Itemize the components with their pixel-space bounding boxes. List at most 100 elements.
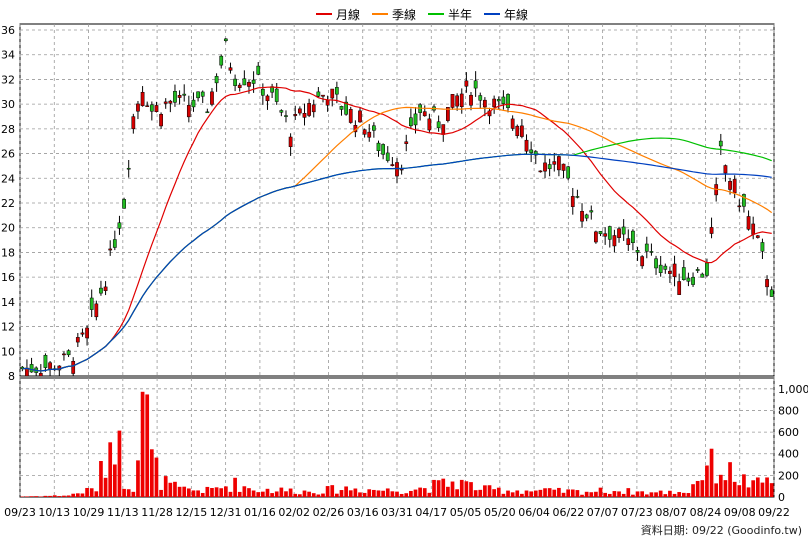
volume-bar: [311, 493, 316, 497]
candle-body: [330, 88, 335, 99]
candle-body: [533, 151, 538, 156]
candle-body: [469, 94, 473, 106]
volume-bar: [473, 490, 478, 497]
volume-bar: [737, 485, 742, 497]
volume-bar: [390, 491, 395, 497]
volume-tick-label: 0: [778, 491, 785, 504]
volume-bar: [621, 493, 626, 497]
date-label: 01/16: [244, 506, 276, 519]
volume-bar: [122, 488, 126, 497]
candle-body: [288, 136, 293, 148]
candle-body: [464, 80, 469, 87]
volume-bar: [353, 488, 358, 497]
candle-body: [108, 248, 113, 251]
candle-body: [242, 78, 247, 86]
candle-body: [751, 223, 756, 235]
candle-body: [325, 99, 330, 106]
volume-bar: [34, 496, 39, 497]
volume-bar: [422, 488, 427, 497]
candle-body: [455, 95, 460, 107]
candle-body: [159, 113, 163, 127]
candle-body: [200, 91, 205, 97]
volume-bar: [612, 491, 617, 497]
price-tick-label: 32: [1, 73, 15, 86]
candle-body: [348, 109, 353, 123]
candle-body: [316, 91, 321, 97]
volume-bar: [533, 490, 538, 497]
volume-bar: [136, 460, 140, 497]
candle-body: [145, 105, 150, 107]
volume-bar: [506, 490, 510, 497]
candle-body: [520, 125, 524, 137]
volume-bar: [520, 493, 524, 497]
candle-body: [658, 264, 663, 273]
date-label: 11/28: [141, 506, 173, 519]
volume-bar: [288, 488, 293, 497]
volume-bar: [409, 490, 413, 497]
volume-bar: [418, 487, 422, 497]
candle-body: [677, 281, 682, 295]
candle-body: [265, 95, 270, 102]
legend-swatch-monthly: [316, 13, 332, 15]
volume-bar: [584, 491, 589, 497]
volume-bar: [677, 492, 682, 497]
candle-body: [136, 103, 140, 112]
candle-body: [594, 231, 598, 243]
volume-bar: [742, 474, 746, 497]
volume-bar: [649, 492, 654, 497]
price-tick-label: 30: [1, 98, 15, 111]
candle-body: [501, 96, 506, 104]
candle-body: [506, 94, 510, 108]
price-tick-label: 36: [1, 24, 15, 37]
volume-bar: [626, 488, 631, 497]
volume-bar: [25, 496, 29, 497]
volume-bar: [589, 492, 594, 497]
candle-body: [746, 216, 751, 230]
moving-average-line: [22, 86, 772, 372]
volume-bar: [686, 493, 691, 497]
candle-body: [538, 170, 543, 173]
candle-body: [256, 65, 261, 75]
candle-body: [718, 140, 723, 147]
volume-bar: [274, 491, 279, 497]
candle-body: [557, 156, 561, 171]
volume-bar: [658, 490, 663, 497]
candle-body: [404, 141, 409, 144]
volume-panel: [19, 377, 775, 498]
volume-bar: [376, 490, 381, 497]
volume-bar: [580, 494, 584, 497]
price-tick-label: 34: [1, 49, 15, 62]
volume-bar: [367, 489, 372, 497]
volume-bar: [668, 490, 672, 497]
volume-bar: [335, 493, 339, 497]
candle-body: [459, 93, 464, 107]
candle-body: [654, 258, 658, 269]
candle-body: [524, 139, 529, 152]
volume-bar: [237, 491, 242, 497]
candle-body: [191, 99, 196, 108]
volume-bar: [200, 492, 205, 497]
volume-bar: [404, 493, 409, 497]
candle-body: [214, 76, 219, 84]
volume-bar: [126, 489, 131, 497]
candle-body: [487, 110, 492, 117]
date-label: 07/07: [587, 506, 619, 519]
volume-bar: [52, 495, 57, 497]
volume-bar: [219, 488, 224, 497]
volume-bar: [441, 478, 446, 497]
volume-bar: [561, 492, 566, 497]
price-tick-label: 16: [1, 271, 15, 284]
candle-body: [85, 327, 89, 339]
candle-body: [311, 104, 316, 113]
candle-body: [390, 164, 395, 167]
candle-body: [219, 55, 224, 66]
volume-bar: [168, 482, 173, 497]
candle-body: [561, 163, 566, 171]
volume-bar: [672, 493, 677, 497]
volume-bar: [302, 490, 307, 497]
volume-bar: [640, 491, 645, 497]
volume-bar: [173, 481, 177, 497]
volume-bar: [163, 476, 168, 497]
volume-bar: [607, 493, 612, 497]
